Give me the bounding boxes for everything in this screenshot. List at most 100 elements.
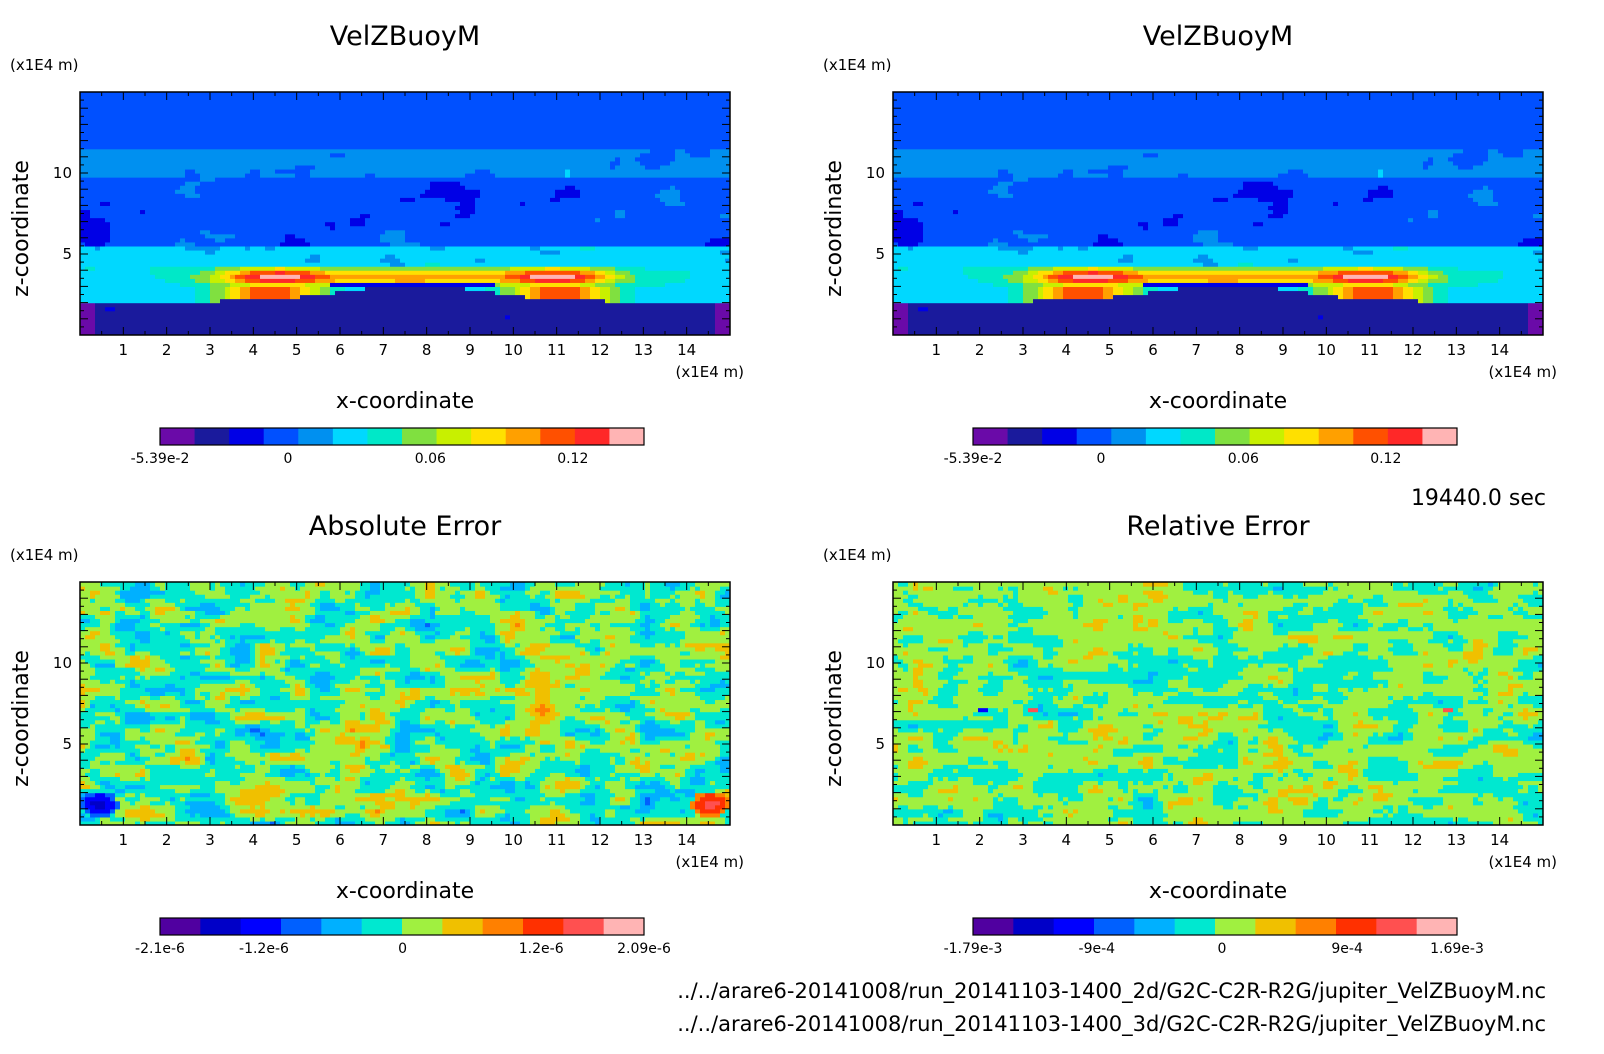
y-tick-label: 10 <box>866 654 885 672</box>
colorbar-swatch <box>1215 428 1250 445</box>
colorbar-swatch <box>1076 428 1112 445</box>
colorbar-swatch <box>1255 918 1297 935</box>
colorbar-swatch <box>1336 918 1377 935</box>
colorbar: -1.79e-3 -9e-4 0 9e-4 1.69e-3 <box>944 917 1484 957</box>
x-tick-label: 12 <box>1403 341 1422 359</box>
y-unit-label: (x1E4 m) <box>823 56 892 74</box>
x-tick-label: 8 <box>422 341 432 359</box>
file-path-2d: ../../arare6-20141008/run_20141103-1400_… <box>677 979 1546 1004</box>
y-tick-label: 5 <box>875 735 885 753</box>
colorbar-swatch <box>563 918 605 935</box>
colorbar-swatch <box>523 918 564 935</box>
colorbar-swatch <box>361 918 403 935</box>
colorbar-tick-label: 0 <box>1096 451 1105 467</box>
colorbar-swatch <box>1007 428 1043 445</box>
x-unit-label: (x1E4 m) <box>1488 853 1557 871</box>
colorbar-swatch <box>1295 918 1337 935</box>
x-tick-label: 7 <box>1192 831 1202 849</box>
colorbar-swatch <box>482 918 524 935</box>
x-tick-label: 9 <box>1278 831 1288 849</box>
x-tick-label: 5 <box>292 341 302 359</box>
x-tick-label: 7 <box>1192 341 1202 359</box>
colorbar-swatch <box>1013 918 1055 935</box>
colorbar-swatch <box>1145 428 1181 445</box>
x-tick-label: 13 <box>634 831 653 849</box>
x-tick-label: 1 <box>932 341 942 359</box>
colorbar-tick-label: 0.12 <box>557 451 588 467</box>
panel-title: VelZBuoyM <box>1143 21 1293 52</box>
file-path-3d: ../../arare6-20141008/run_20141103-1400_… <box>677 1012 1546 1037</box>
colorbar-swatch <box>367 428 403 445</box>
colorbar: -5.39e-2 0 0.06 0.12 <box>131 427 645 467</box>
y-unit-label: (x1E4 m) <box>10 56 79 74</box>
x-tick-label: 4 <box>249 831 259 849</box>
x-axis-label: x-coordinate <box>1149 879 1287 904</box>
x-tick-label: 10 <box>504 341 523 359</box>
colorbar-swatch <box>1174 918 1216 935</box>
x-tick-label: 6 <box>335 341 345 359</box>
x-tick-label: 2 <box>162 341 172 359</box>
x-tick-label: 9 <box>465 341 475 359</box>
panel-3: Relative Error(x1E4 m)1 2 3 4 5 6 7 8 9 10 11 12 13 1… <box>822 511 1557 957</box>
x-tick-label: 3 <box>1018 831 1028 849</box>
y-unit-label: (x1E4 m) <box>823 546 892 564</box>
x-tick-label: 3 <box>205 341 215 359</box>
heatmap-field <box>80 582 730 825</box>
colorbar-swatch <box>160 428 195 445</box>
colorbar-swatch <box>298 428 334 445</box>
colorbar-swatch <box>1111 428 1147 445</box>
colorbar-swatch <box>1180 428 1216 445</box>
x-tick-label: 3 <box>205 831 215 849</box>
x-tick-label: 1 <box>932 831 942 849</box>
colorbar-swatch <box>263 428 299 445</box>
x-tick-label: 5 <box>1105 831 1115 849</box>
colorbar-swatch <box>1053 918 1095 935</box>
colorbar-swatch <box>1134 918 1176 935</box>
x-tick-label: 7 <box>379 341 389 359</box>
x-axis-label: x-coordinate <box>1149 389 1287 414</box>
colorbar-swatch <box>1042 428 1078 445</box>
colorbar-swatch <box>1387 428 1423 445</box>
x-tick-label: 14 <box>1490 831 1509 849</box>
colorbar-swatch <box>402 428 437 445</box>
x-tick-label: 5 <box>292 831 302 849</box>
x-tick-label: 12 <box>590 341 609 359</box>
colorbar-tick-label: -5.39e-2 <box>944 451 1003 467</box>
x-tick-label: 6 <box>335 831 345 849</box>
x-tick-label: 10 <box>1317 341 1336 359</box>
y-axis-label: z-coordinate <box>822 650 847 787</box>
x-tick-label: 1 <box>119 831 129 849</box>
heatmap-field <box>893 582 1543 825</box>
colorbar-tick-label: -5.39e-2 <box>131 451 190 467</box>
y-unit-label: (x1E4 m) <box>10 546 79 564</box>
heatmap-field <box>893 92 1543 335</box>
colorbar-tick-label: -2.1e-6 <box>135 941 185 957</box>
colorbar-tick-label: 0 <box>398 941 407 957</box>
colorbar-tick-label: -1.2e-6 <box>239 941 289 957</box>
x-tick-label: 12 <box>1403 831 1422 849</box>
x-tick-label: 4 <box>1062 831 1072 849</box>
colorbar-swatch <box>321 918 363 935</box>
x-tick-label: 10 <box>1317 831 1336 849</box>
colorbar-tick-label: 0.06 <box>415 451 446 467</box>
y-axis-label: z-coordinate <box>9 650 34 787</box>
x-tick-label: 13 <box>1447 831 1466 849</box>
x-tick-label: 9 <box>465 831 475 849</box>
x-axis-label: x-coordinate <box>336 389 474 414</box>
x-tick-label: 1 <box>119 341 129 359</box>
colorbar-swatch <box>442 918 484 935</box>
colorbar-tick-label: -9e-4 <box>1079 941 1116 957</box>
x-tick-label: 14 <box>1490 341 1509 359</box>
y-tick-label: 10 <box>53 654 72 672</box>
x-tick-label: 8 <box>1235 831 1245 849</box>
x-tick-label: 6 <box>1148 831 1158 849</box>
y-tick-label: 5 <box>62 735 72 753</box>
colorbar-swatch <box>1284 428 1320 445</box>
x-tick-label: 2 <box>975 341 985 359</box>
colorbar-swatch <box>609 428 645 445</box>
x-unit-label: (x1E4 m) <box>675 363 744 381</box>
x-tick-label: 11 <box>547 831 566 849</box>
colorbar: -2.1e-6 -1.2e-6 0 1.2e-6 2.09e-6 <box>135 917 671 957</box>
x-tick-label: 2 <box>162 831 172 849</box>
